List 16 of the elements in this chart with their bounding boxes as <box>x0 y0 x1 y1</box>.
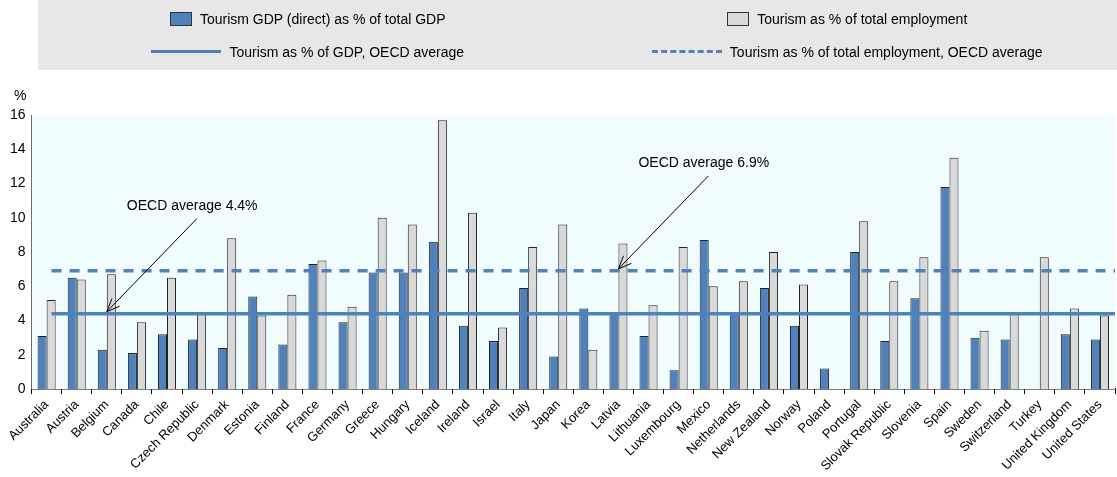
y-tick-label: 16 <box>9 105 26 122</box>
y-tick-label: 14 <box>9 140 26 157</box>
legend-label: Tourism as % of GDP, OECD average <box>229 43 465 60</box>
annotation: OECD average 4.4% <box>126 196 258 213</box>
legend-label: Tourism as % of total employment <box>757 10 968 27</box>
y-axis-title: % <box>14 86 27 103</box>
y-tick-label: 8 <box>17 242 26 259</box>
legend-label: Tourism as % of total employment, OECD average <box>729 43 1043 60</box>
legend-label: Tourism GDP (direct) as % of total GDP <box>199 10 446 27</box>
y-tick-label: 0 <box>17 379 26 396</box>
y-tick-label: 10 <box>9 208 26 225</box>
y-tick-label: 12 <box>9 174 26 191</box>
y-tick-label: 4 <box>17 311 26 328</box>
y-tick-label: 2 <box>17 345 26 362</box>
annotation: OECD average 6.9% <box>638 153 770 170</box>
y-tick-label: 6 <box>17 277 26 294</box>
